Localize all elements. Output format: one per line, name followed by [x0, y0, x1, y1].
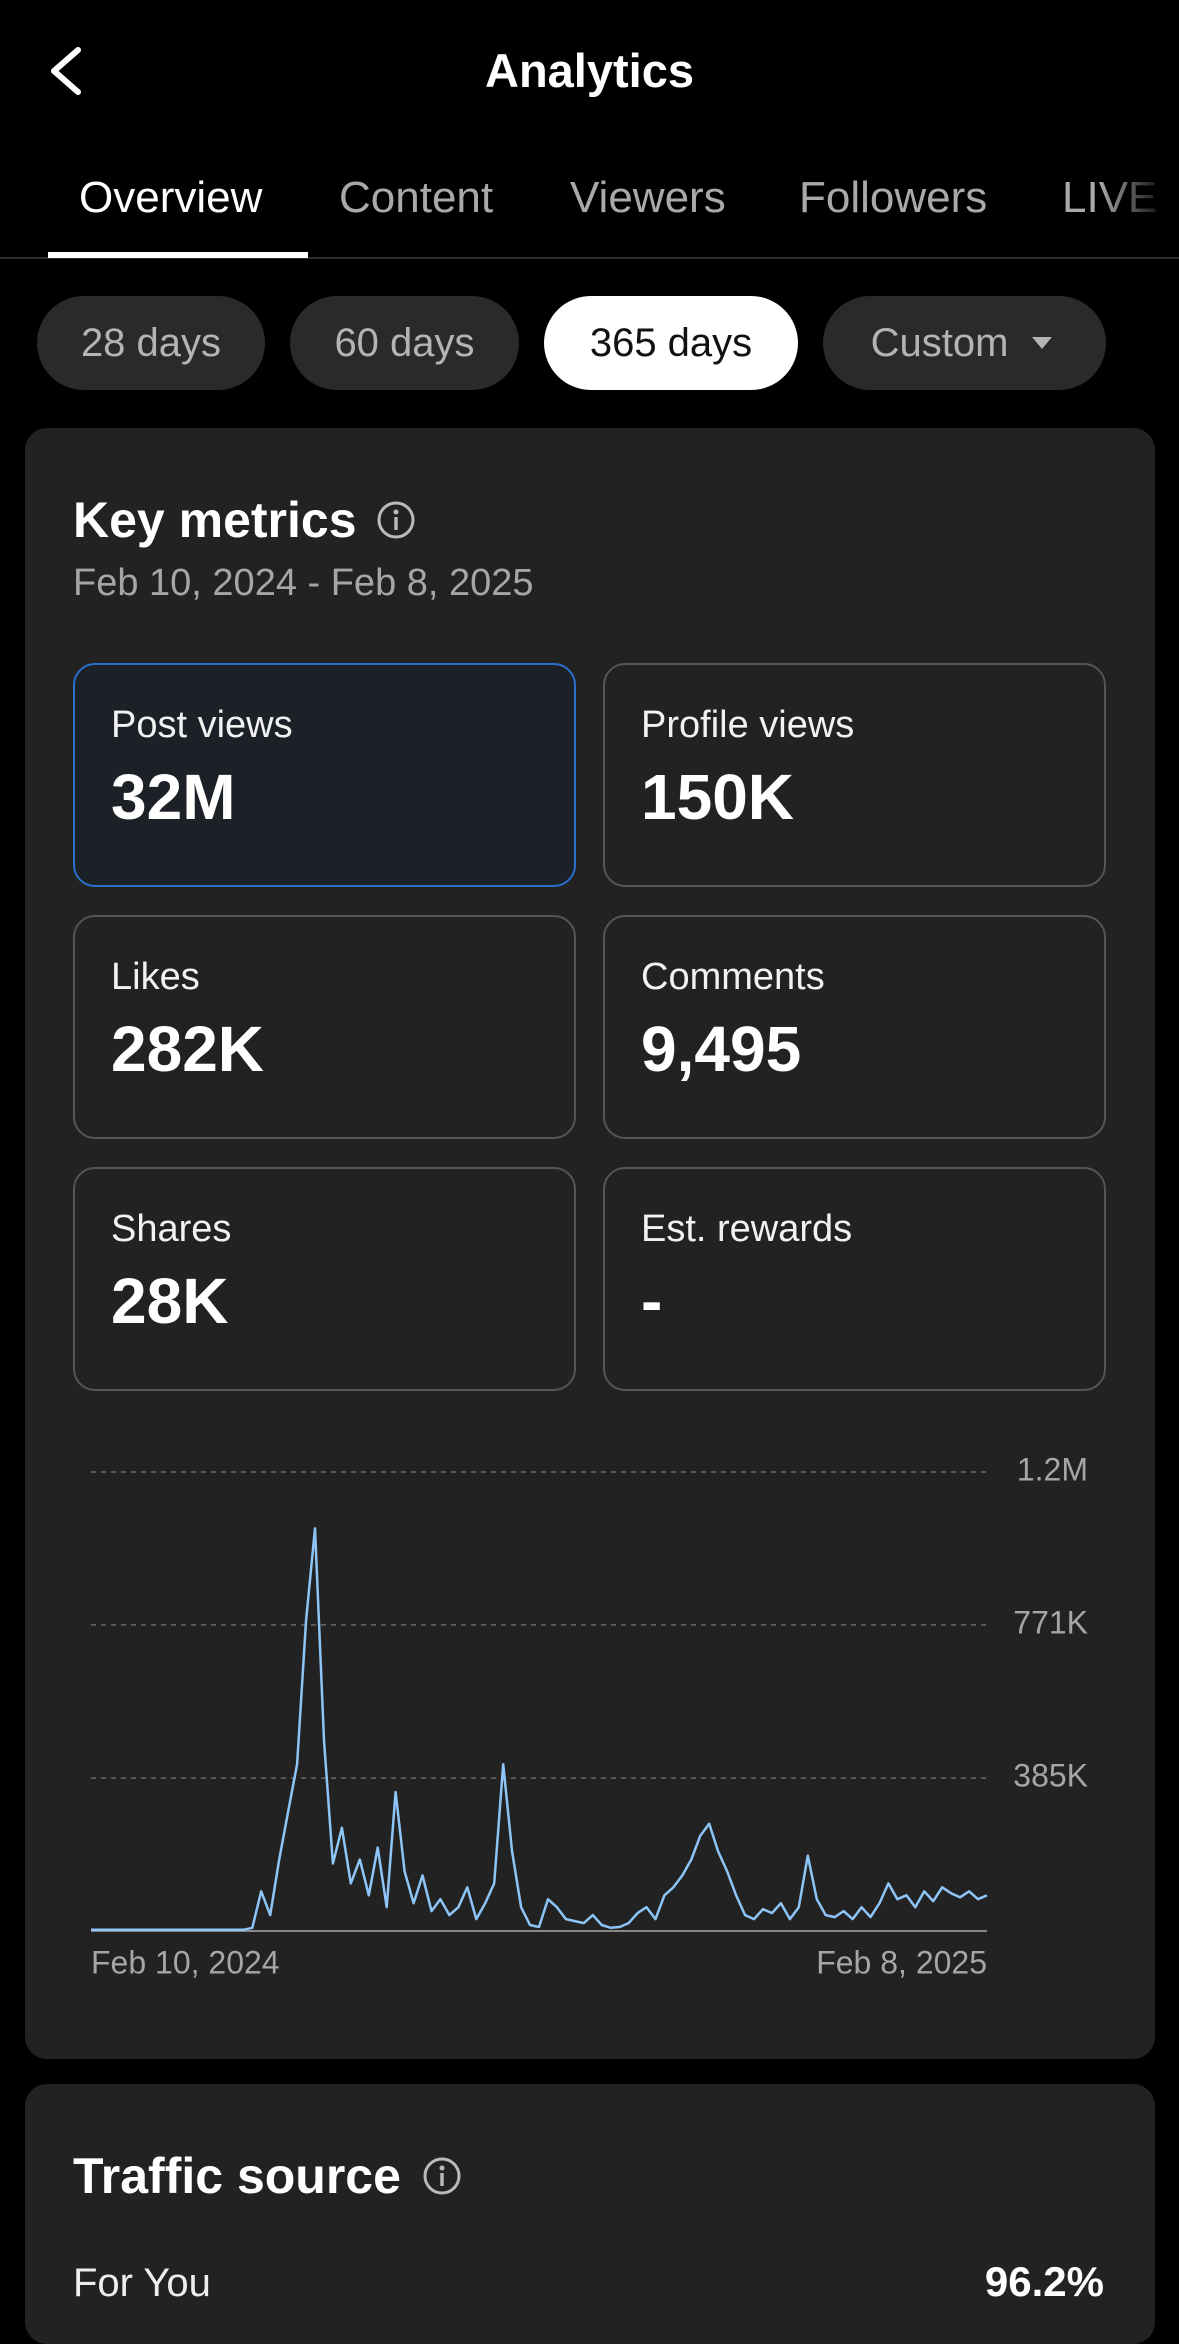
- metric-value: 28K: [111, 1265, 229, 1337]
- data-line: [91, 1527, 988, 1932]
- page-title: Analytics: [485, 44, 694, 97]
- tab-divider: [0, 257, 1179, 259]
- tab[interactable]: Viewers: [570, 173, 726, 222]
- traffic-label: For You: [73, 2261, 211, 2305]
- section-title: Traffic source: [73, 2148, 401, 2204]
- metric-label: Shares: [111, 1208, 232, 1250]
- tab[interactable]: Followers: [799, 173, 988, 222]
- metric-label: Likes: [111, 956, 200, 998]
- date-chip[interactable]: 28 days: [37, 296, 265, 390]
- metric-value: 150K: [641, 761, 794, 833]
- y-tick-label: 771K: [1013, 1604, 1088, 1640]
- y-tick-label: 1.2M: [1017, 1451, 1088, 1487]
- info-icon[interactable]: [376, 500, 416, 540]
- tab-fade: [1100, 140, 1179, 250]
- metric-card[interactable]: Comments 9,495: [603, 915, 1106, 1139]
- chip-label: 60 days: [334, 320, 475, 365]
- back-button[interactable]: [46, 46, 86, 96]
- metric-card[interactable]: Est. rewards -: [603, 1167, 1106, 1391]
- metric-label: Comments: [641, 956, 825, 998]
- x-tick-label: Feb 10, 2024: [91, 1944, 280, 1980]
- tab-indicator: [48, 252, 308, 258]
- chip-label: Custom: [870, 320, 1009, 365]
- metric-label: Post views: [111, 704, 293, 746]
- y-tick-label: 385K: [1013, 1758, 1088, 1794]
- chip-label: 28 days: [80, 320, 222, 365]
- date-range: Feb 10, 2024 - Feb 8, 2025: [73, 562, 534, 604]
- info-icon[interactable]: [422, 2156, 462, 2196]
- date-chip[interactable]: Custom: [823, 296, 1106, 390]
- chip-label: 365 days: [589, 320, 753, 365]
- metric-card[interactable]: Likes 282K: [73, 915, 576, 1139]
- metric-value: 9,495: [641, 1013, 802, 1085]
- metric-card[interactable]: Shares 28K: [73, 1167, 576, 1391]
- dropdown-caret: [1032, 337, 1053, 349]
- metric-card[interactable]: Profile views 150K: [603, 663, 1106, 887]
- tab[interactable]: Overview: [79, 173, 263, 222]
- metric-value: 32M: [111, 761, 236, 833]
- metric-card[interactable]: Post views 32M: [73, 663, 576, 887]
- metric-value: -: [641, 1265, 663, 1337]
- date-chip[interactable]: 365 days: [544, 296, 798, 390]
- metric-label: Profile views: [641, 704, 855, 746]
- x-tick-label: Feb 8, 2025: [816, 1944, 987, 1980]
- metric-label: Est. rewards: [641, 1208, 853, 1250]
- date-chip[interactable]: 60 days: [290, 296, 519, 390]
- traffic-value: 96.2%: [984, 2258, 1104, 2305]
- metric-value: 282K: [111, 1013, 264, 1085]
- tab[interactable]: Content: [339, 173, 494, 222]
- section-title: Key metrics: [73, 492, 357, 548]
